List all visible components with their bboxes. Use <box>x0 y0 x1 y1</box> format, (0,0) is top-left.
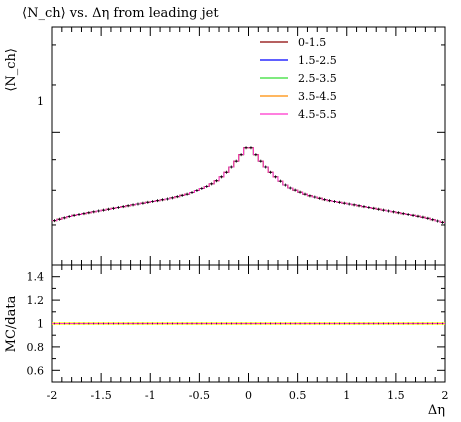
legend-label-0-1.5: 0-1.5 <box>298 36 326 49</box>
ratio-y-tick-label: 1.4 <box>27 271 45 284</box>
ratio-y-tick-label: 0.8 <box>27 341 45 354</box>
ratio-y-tick-label: 1 <box>37 318 44 331</box>
x-tick-label: -1 <box>145 389 156 402</box>
x-tick-label: 0 <box>245 389 252 402</box>
main-series <box>52 146 445 224</box>
x-tick-label: -1.5 <box>91 389 112 402</box>
legend-label-4.5-5.5: 4.5-5.5 <box>298 108 337 121</box>
main-y-tick-label: 1 <box>37 95 44 108</box>
legend: 0-1.5 1.5-2.5 2.5-3.5 3.5-4.5 4.5-5.5 <box>260 36 337 121</box>
x-tick-label: -0.5 <box>189 389 210 402</box>
series-line-4.5-5.5 <box>52 147 445 223</box>
x-tick-label: -2 <box>47 389 58 402</box>
legend-label-3.5-4.5: 3.5-4.5 <box>298 90 337 103</box>
chart-title: ⟨N_ch⟩ vs. Δη from leading jet <box>22 6 219 21</box>
ratio-ticks: 1.4 1.2 1 0.8 0.6-2 -1.5 -1 -0.5 0 0.5 1 1.5 2 <box>27 264 449 402</box>
x-tick-label: 1.5 <box>387 389 405 402</box>
x-tick-label: 1 <box>343 389 350 402</box>
ratio-series <box>52 322 445 325</box>
x-axis-label: Δη <box>428 403 445 418</box>
x-tick-label: 0.5 <box>289 389 307 402</box>
main-y-axis-label: ⟨N_ch⟩ <box>4 48 19 92</box>
ratio-y-tick-label: 0.6 <box>27 364 45 377</box>
main-ticks <box>51 27 446 265</box>
x-tick-label: 2 <box>442 389 449 402</box>
ratio-y-axis-label: MC/data <box>4 295 19 352</box>
legend-label-1.5-2.5: 1.5-2.5 <box>298 54 337 67</box>
legend-label-2.5-3.5: 2.5-3.5 <box>298 72 337 85</box>
main-plot-frame <box>51 26 446 266</box>
ratio-y-tick-label: 1.2 <box>27 294 45 307</box>
